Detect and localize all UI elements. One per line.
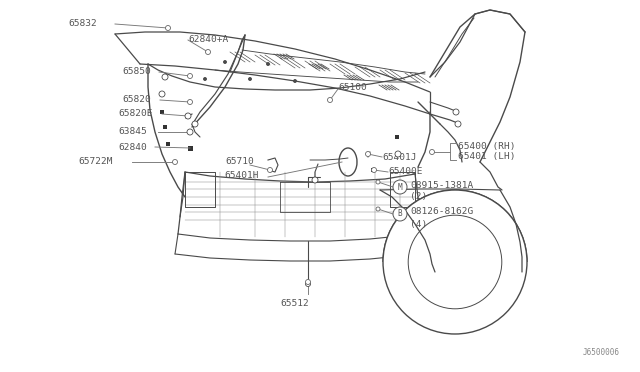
Text: 65401J: 65401J bbox=[382, 153, 417, 161]
Circle shape bbox=[408, 215, 502, 309]
Bar bbox=[163, 125, 167, 129]
Bar bbox=[371, 168, 375, 172]
Text: 65820: 65820 bbox=[122, 96, 151, 105]
Circle shape bbox=[294, 80, 296, 83]
Bar bbox=[188, 145, 193, 151]
Bar bbox=[160, 110, 164, 114]
Text: B: B bbox=[397, 209, 403, 218]
Circle shape bbox=[393, 207, 407, 221]
Circle shape bbox=[429, 150, 435, 154]
Text: 65820E: 65820E bbox=[118, 109, 152, 119]
Circle shape bbox=[188, 99, 193, 105]
Circle shape bbox=[305, 282, 310, 286]
Text: 63845: 63845 bbox=[118, 128, 147, 137]
Circle shape bbox=[166, 26, 170, 31]
Circle shape bbox=[393, 180, 407, 194]
Circle shape bbox=[159, 91, 165, 97]
Text: 65100: 65100 bbox=[338, 83, 367, 92]
Text: 65400 (RH): 65400 (RH) bbox=[458, 141, 515, 151]
Text: 65401H: 65401H bbox=[224, 171, 259, 180]
Text: 62840: 62840 bbox=[118, 142, 147, 151]
Circle shape bbox=[328, 97, 333, 103]
Circle shape bbox=[376, 180, 380, 184]
Text: 65850: 65850 bbox=[122, 67, 151, 77]
Text: 62840+A: 62840+A bbox=[188, 35, 228, 45]
Circle shape bbox=[395, 151, 401, 157]
Circle shape bbox=[205, 49, 211, 55]
Bar bbox=[395, 135, 399, 139]
Text: 08126-8162G: 08126-8162G bbox=[410, 208, 473, 217]
Circle shape bbox=[455, 121, 461, 127]
Circle shape bbox=[248, 77, 252, 80]
Circle shape bbox=[365, 151, 371, 157]
Circle shape bbox=[188, 74, 193, 78]
Circle shape bbox=[192, 121, 198, 127]
Circle shape bbox=[383, 190, 527, 334]
Text: M: M bbox=[397, 183, 403, 192]
Circle shape bbox=[173, 160, 177, 164]
Text: (2): (2) bbox=[410, 192, 428, 202]
Bar bbox=[166, 142, 170, 146]
Circle shape bbox=[305, 279, 310, 285]
Text: 65512: 65512 bbox=[280, 299, 309, 308]
Circle shape bbox=[162, 74, 168, 80]
Circle shape bbox=[266, 62, 269, 65]
Text: (4): (4) bbox=[410, 219, 428, 228]
Text: 65400E: 65400E bbox=[388, 167, 422, 176]
Text: J6500006: J6500006 bbox=[583, 348, 620, 357]
Circle shape bbox=[204, 77, 207, 80]
Text: 65401 (LH): 65401 (LH) bbox=[458, 153, 515, 161]
Circle shape bbox=[187, 129, 193, 135]
Circle shape bbox=[453, 109, 459, 115]
Circle shape bbox=[223, 61, 227, 64]
Text: 65832: 65832 bbox=[68, 19, 97, 29]
Circle shape bbox=[186, 113, 191, 119]
Circle shape bbox=[268, 167, 273, 173]
Circle shape bbox=[376, 207, 380, 211]
Text: 65710: 65710 bbox=[225, 157, 253, 167]
Text: 08915-1381A: 08915-1381A bbox=[410, 180, 473, 189]
Text: 65722M: 65722M bbox=[78, 157, 113, 167]
Circle shape bbox=[185, 113, 191, 119]
Circle shape bbox=[312, 177, 318, 183]
Circle shape bbox=[371, 167, 376, 173]
